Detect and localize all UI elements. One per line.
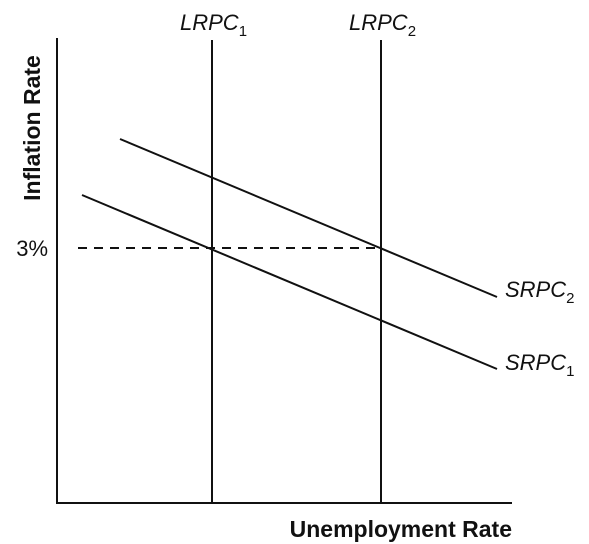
lrpc1-label: LRPC1 xyxy=(180,10,247,40)
curve-subscript: 2 xyxy=(566,290,574,307)
curve-name: SRPC xyxy=(505,350,566,375)
lrpc2-label: LRPC2 xyxy=(349,10,416,40)
curve-name: LRPC xyxy=(349,10,408,35)
curve-subscript: 1 xyxy=(566,363,574,380)
y-axis-label: Inflation Rate xyxy=(19,55,45,201)
curve-name: SRPC xyxy=(505,277,566,302)
srpc2-label: SRPC2 xyxy=(505,277,574,307)
srpc2-line xyxy=(119,138,498,298)
x-axis-label: Unemployment Rate xyxy=(290,516,512,542)
curve-subscript: 2 xyxy=(408,23,416,40)
curve-subscript: 1 xyxy=(239,23,247,40)
curve-name: LRPC xyxy=(180,10,239,35)
srpc1-line xyxy=(81,194,498,370)
level-label: 3% xyxy=(16,236,48,261)
srpc1-label: SRPC1 xyxy=(505,350,574,380)
